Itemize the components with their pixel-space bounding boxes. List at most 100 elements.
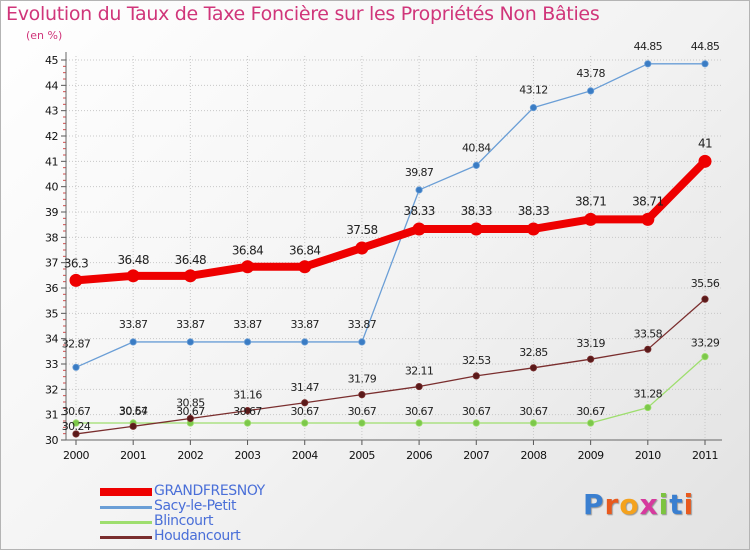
point-houdancourt (301, 399, 309, 407)
data-label-grandfresnoy: 36.48 (118, 253, 149, 267)
point-blincourt (358, 419, 366, 427)
data-label-grandfresnoy: 36.84 (232, 244, 263, 258)
data-label-grandfresnoy: 38.71 (575, 194, 606, 208)
data-label-houdancourt: 32.11 (405, 365, 434, 378)
data-label-houdancourt: 31.79 (348, 373, 377, 386)
data-label-sacy-le-petit: 32.87 (62, 337, 91, 350)
point-sacy-le-petit (301, 338, 309, 346)
data-label-blincourt: 30.67 (119, 405, 148, 418)
logo-letter: P (583, 488, 605, 521)
logo-letter: t (669, 488, 684, 521)
data-label-sacy-le-petit: 33.87 (348, 318, 377, 331)
data-label-grandfresnoy: 38.33 (518, 204, 549, 218)
point-blincourt (529, 419, 538, 427)
data-label-houdancourt: 32.53 (462, 354, 491, 367)
point-houdancourt (701, 295, 709, 303)
series-line-blincourt (76, 356, 706, 424)
logo-letter: i (683, 488, 695, 521)
data-label-sacy-le-petit: 33.87 (176, 318, 205, 331)
point-blincourt (415, 419, 423, 427)
x-tick-label: 2009 (578, 449, 604, 462)
data-label-grandfresnoy: 36.48 (175, 253, 206, 267)
point-sacy-le-petit (358, 338, 366, 346)
point-sacy-le-petit (72, 363, 80, 371)
point-houdancourt (72, 430, 80, 438)
series-line-houdancourt (75, 298, 706, 435)
data-label-houdancourt: 30.54 (119, 404, 148, 417)
point-houdancourt (529, 364, 538, 372)
point-blincourt (701, 353, 709, 361)
data-label-sacy-le-petit: 40.84 (462, 141, 491, 154)
point-grandfresnoy (69, 273, 83, 287)
data-label-houdancourt: 30.24 (62, 420, 91, 433)
grid (66, 56, 722, 441)
data-label-sacy-le-petit: 39.87 (405, 166, 434, 179)
point-houdancourt (186, 414, 194, 423)
logo-letter: i (658, 488, 670, 521)
data-label-blincourt: 30.67 (62, 405, 91, 418)
x-tick-label: 2004 (292, 449, 318, 462)
point-houdancourt (358, 391, 366, 399)
y-tick-label: 40 (45, 181, 58, 194)
y-tick-label: 45 (45, 54, 58, 67)
data-label-blincourt: 30.67 (176, 405, 205, 418)
y-tick-label: 41 (45, 155, 58, 168)
point-blincourt (301, 419, 309, 427)
point-sacy-le-petit (243, 338, 252, 346)
data-label-sacy-le-petit: 33.87 (233, 318, 262, 331)
data-label-grandfresnoy: 38.33 (403, 204, 434, 218)
point-houdancourt (587, 355, 595, 363)
data-label-grandfresnoy: 36.3 (64, 256, 88, 270)
x-tick-label: 2008 (520, 449, 546, 462)
axes: 30 31 32 33 34 35 36 37 38 39 40 41 42 43 44 45 2000 2001… (45, 52, 722, 462)
logo-letter: x (639, 488, 659, 521)
logo-letter: r (604, 488, 620, 521)
y-tick-label: 39 (45, 206, 58, 219)
data-label-grandfresnoy: 37.58 (346, 223, 377, 237)
point-sacy-le-petit (644, 60, 652, 68)
data-label-grandfresnoy: 41 (698, 136, 712, 150)
point-sacy-le-petit (129, 338, 137, 346)
series-line-sacy-le-petit (75, 63, 705, 368)
data-label-houdancourt: 33.58 (634, 327, 663, 340)
x-tick-label: 2011 (692, 449, 718, 462)
point-houdancourt (129, 422, 137, 430)
y-tick-label: 43 (45, 105, 58, 118)
data-label-grandfresnoy: 38.33 (461, 204, 492, 218)
point-blincourt (243, 419, 252, 427)
legend-label: Houdancourt (154, 528, 241, 544)
point-sacy-le-petit (701, 60, 709, 68)
point-grandfresnoy (355, 241, 369, 255)
data-label-houdancourt: 32.85 (519, 346, 548, 359)
point-sacy-le-petit (186, 338, 194, 346)
proxiti-logo: Proxiti (583, 488, 694, 521)
data-label-grandfresnoy: 38.71 (632, 194, 663, 208)
point-grandfresnoy (298, 260, 312, 274)
y-tick-label: 33 (45, 358, 58, 371)
legend-swatch (100, 506, 152, 509)
x-tick-label: 2001 (120, 449, 146, 462)
point-sacy-le-petit (587, 87, 595, 95)
y-tick-label: 31 (45, 409, 58, 422)
x-tick-label: 2000 (63, 449, 89, 462)
point-grandfresnoy (412, 222, 426, 236)
point-houdancourt (472, 372, 480, 380)
point-grandfresnoy (526, 222, 540, 236)
data-label-houdancourt: 33.19 (576, 337, 605, 350)
point-grandfresnoy (584, 212, 598, 226)
point-grandfresnoy (469, 222, 483, 236)
data-label-blincourt: 30.67 (405, 405, 434, 418)
y-tick-label: 32 (45, 383, 58, 396)
logo-letter: o (619, 488, 640, 521)
series-layer (69, 60, 712, 438)
y-tick-label: 44 (45, 79, 58, 92)
data-label-blincourt: 30.67 (519, 405, 548, 418)
legend-label: GRANDFRESNOY (154, 483, 265, 499)
legend-swatch (100, 521, 152, 524)
data-label-sacy-le-petit: 43.78 (576, 67, 605, 80)
data-label-blincourt: 30.67 (233, 405, 262, 418)
data-label-blincourt: 30.67 (576, 405, 605, 418)
x-tick-label: 2002 (177, 449, 203, 462)
x-tick-label: 2010 (635, 449, 661, 462)
legend-label: Blincourt (154, 513, 214, 529)
